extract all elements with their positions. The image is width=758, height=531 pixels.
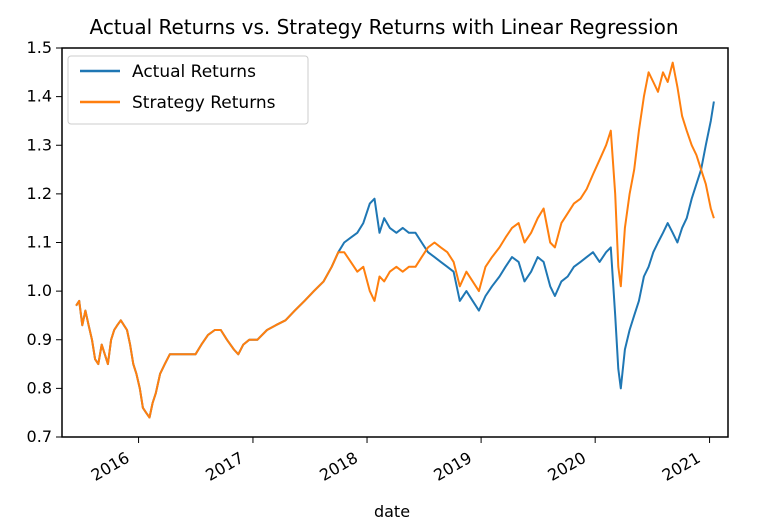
y-tick-label: 0.8 [27,378,52,397]
y-tick-label: 1.5 [27,38,52,57]
y-axis: 0.7 0.8 0.9 1.0 1.1 1.2 1.3 1.4 1.5 [27,38,62,446]
x-axis-label: date [374,502,410,521]
y-tick-label: 0.9 [27,330,52,349]
x-tick-label-2016: 2016 [88,448,133,485]
y-tick-label: 1.4 [27,87,52,106]
series-layer [75,61,715,419]
legend-label-actual-returns: Actual Returns [132,62,256,82]
x-tick-label-2019: 2019 [430,448,475,485]
y-tick-label: 1.2 [27,184,52,203]
x-tick-label-2018: 2018 [316,448,361,485]
x-tick-label-2020: 2020 [544,448,589,485]
y-tick-label: 0.7 [27,427,52,446]
x-axis: 2016 2017 2018 2019 2020 2021 [88,437,711,485]
chart-title: Actual Returns vs. Strategy Returns with… [89,15,678,39]
y-tick-label: 1.0 [27,281,52,300]
legend: Actual Returns Strategy Returns [67,55,309,125]
y-tick-label: 1.3 [27,135,52,154]
series-line-strategy-returns [75,61,715,419]
legend-frame [67,55,309,125]
x-tick-label-2021: 2021 [659,448,704,485]
y-tick-label: 1.1 [27,233,52,252]
legend-label-strategy-returns: Strategy Returns [132,93,276,113]
x-tick-label-2017: 2017 [202,448,247,485]
